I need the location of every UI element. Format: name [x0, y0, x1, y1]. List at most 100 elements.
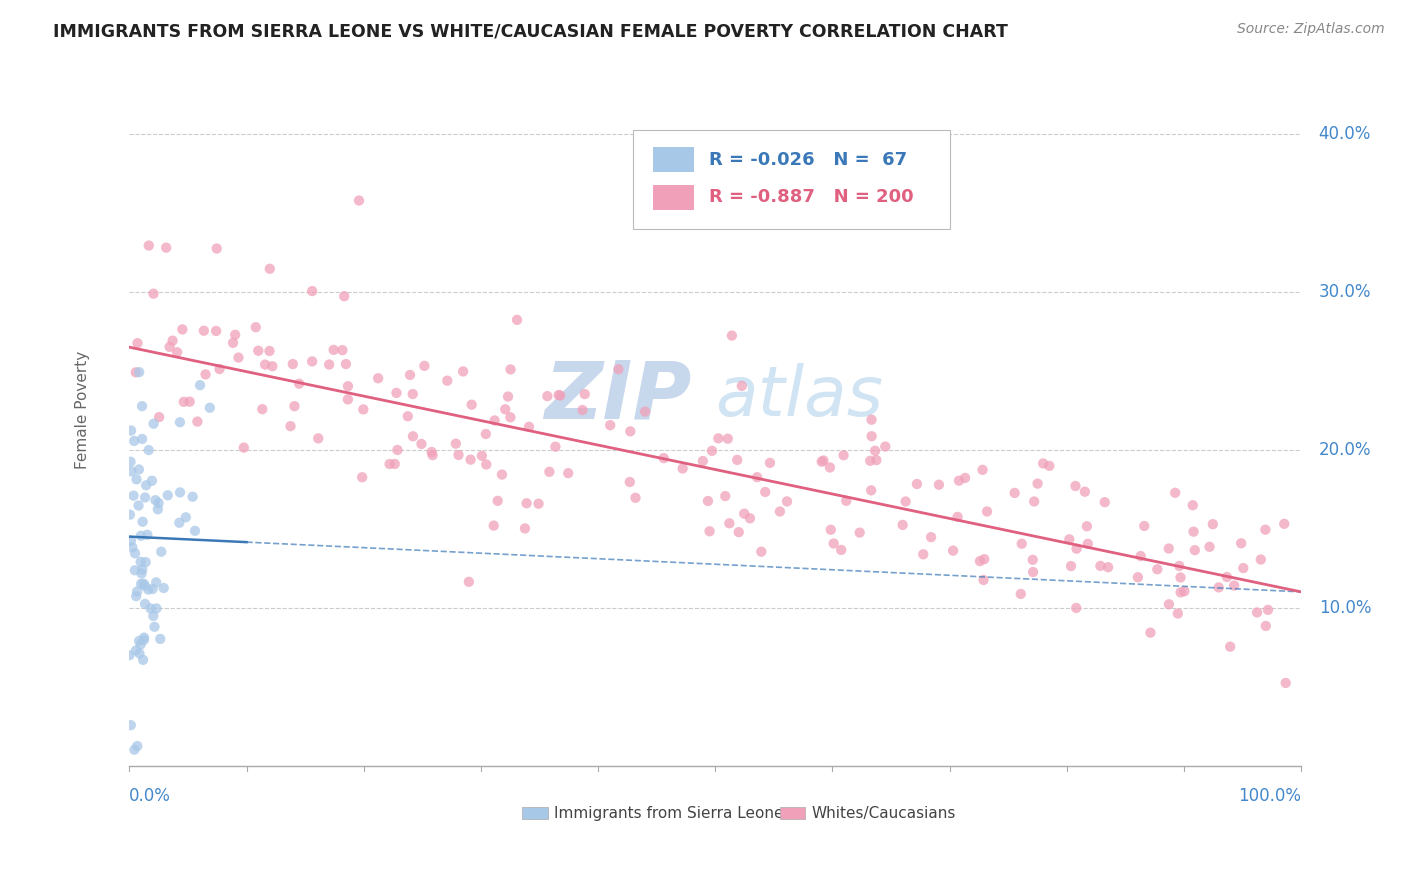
Point — [396, 409, 419, 424]
Point — [152, 581, 174, 595]
Point — [128, 462, 150, 476]
Point — [1219, 640, 1241, 654]
Point — [557, 466, 579, 480]
Point — [1026, 476, 1049, 491]
Point — [232, 441, 254, 455]
Text: 40.0%: 40.0% — [1319, 125, 1371, 143]
Point — [894, 494, 917, 508]
Point — [181, 490, 204, 504]
Point — [652, 451, 675, 466]
Point — [1060, 559, 1083, 574]
Point — [823, 536, 845, 550]
Point — [1094, 495, 1116, 509]
Point — [1010, 587, 1032, 601]
Point — [973, 573, 995, 587]
Point — [245, 320, 267, 334]
Point — [283, 399, 305, 413]
Point — [194, 368, 217, 382]
Point — [301, 354, 323, 368]
Point — [475, 458, 498, 472]
Point — [420, 445, 443, 459]
Point — [336, 379, 359, 393]
Point — [169, 415, 191, 429]
Point — [120, 455, 142, 469]
Point — [1230, 536, 1253, 550]
Bar — [522, 807, 548, 819]
Point — [948, 474, 970, 488]
Point — [224, 327, 246, 342]
Point — [120, 424, 142, 438]
Point — [1064, 601, 1087, 615]
Point — [352, 470, 374, 484]
Point — [727, 525, 749, 540]
Point — [759, 456, 782, 470]
Point — [496, 390, 519, 404]
Point — [131, 399, 153, 413]
Point — [749, 544, 772, 558]
Point — [436, 374, 458, 388]
Point — [484, 413, 506, 427]
Point — [714, 489, 737, 503]
Point — [745, 470, 768, 484]
Point — [599, 418, 621, 433]
Text: Immigrants from Sierra Leone: Immigrants from Sierra Leone — [554, 805, 783, 821]
Point — [499, 362, 522, 376]
Point — [1004, 486, 1026, 500]
Point — [471, 449, 494, 463]
Point — [208, 362, 231, 376]
Point — [976, 504, 998, 518]
Point — [875, 440, 897, 454]
Point — [1167, 607, 1189, 621]
Point — [124, 563, 146, 577]
Text: 0.0%: 0.0% — [129, 787, 172, 805]
Point — [129, 638, 152, 652]
Point — [769, 504, 792, 518]
Point — [150, 544, 173, 558]
Point — [128, 633, 150, 648]
Point — [288, 376, 311, 391]
Point — [422, 448, 444, 462]
Point — [128, 647, 150, 661]
Point — [281, 357, 304, 371]
Point — [1250, 552, 1272, 566]
Point — [134, 491, 156, 505]
Point — [738, 511, 761, 525]
Bar — [654, 186, 695, 210]
Point — [131, 566, 153, 581]
Point — [132, 576, 155, 591]
Point — [607, 362, 630, 376]
Point — [149, 632, 172, 646]
Point — [252, 402, 274, 417]
Point — [402, 387, 425, 401]
Point — [193, 324, 215, 338]
Point — [385, 385, 408, 400]
Point — [725, 453, 748, 467]
Point — [125, 589, 148, 603]
Point — [125, 643, 148, 657]
Point — [810, 455, 832, 469]
Point — [173, 394, 195, 409]
Point — [860, 429, 883, 443]
Point — [928, 477, 950, 491]
Point — [142, 286, 165, 301]
Text: 10.0%: 10.0% — [1319, 599, 1371, 616]
Point — [494, 402, 516, 417]
Point — [1223, 578, 1246, 592]
Point — [333, 289, 356, 303]
Point — [863, 443, 886, 458]
Point — [134, 597, 156, 611]
FancyBboxPatch shape — [633, 129, 949, 229]
Point — [142, 609, 165, 624]
Point — [1157, 541, 1180, 556]
Point — [247, 343, 270, 358]
Point — [336, 392, 359, 407]
Point — [121, 541, 143, 555]
Point — [1032, 457, 1054, 471]
Point — [1011, 537, 1033, 551]
Point — [517, 419, 540, 434]
Point — [1254, 523, 1277, 537]
Point — [301, 284, 323, 298]
Point — [184, 524, 207, 538]
Point — [547, 388, 569, 402]
Point — [499, 410, 522, 425]
